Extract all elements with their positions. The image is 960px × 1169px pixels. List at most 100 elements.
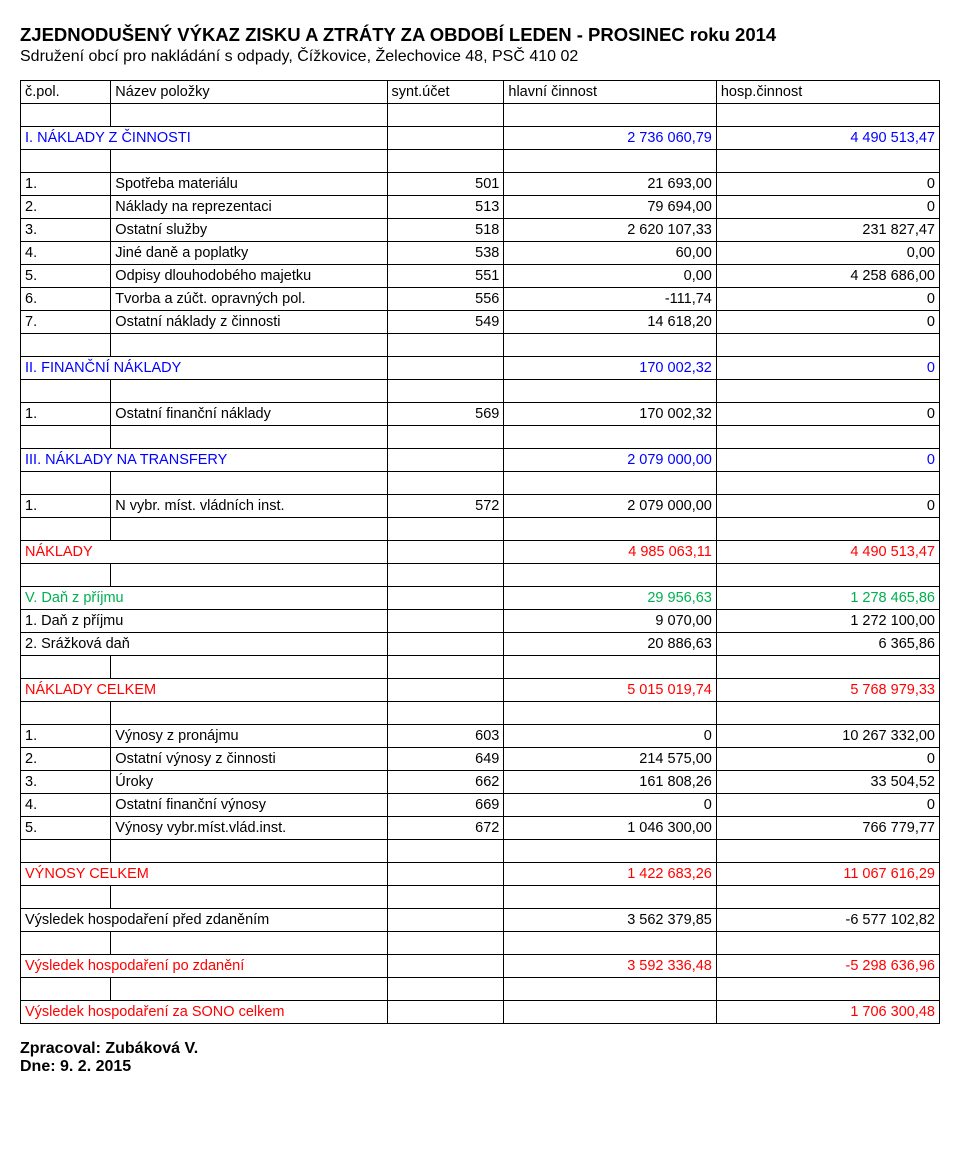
row-num: 4. xyxy=(21,242,111,265)
row-v5: 10 267 332,00 xyxy=(716,725,939,748)
row-label: N vybr. míst. vládních inst. xyxy=(111,495,387,518)
row-label: Jiné daně a poplatky xyxy=(111,242,387,265)
total-label: NÁKLADY xyxy=(21,541,388,564)
table-row: 1. Spotřeba materiálu 501 21 693,00 0 xyxy=(21,173,940,196)
total-label: VÝNOSY CELKEM xyxy=(21,863,388,886)
document-title: ZJEDNODUŠENÝ VÝKAZ ZISKU A ZTRÁTY ZA OBD… xyxy=(20,24,940,46)
row-label: Náklady na reprezentaci xyxy=(111,196,387,219)
section-code: II. xyxy=(25,360,37,376)
document-subtitle: Sdružení obcí pro nakládání s odpady, Čí… xyxy=(20,48,940,66)
table-row: 7. Ostatní náklady z činnosti 549 14 618… xyxy=(21,311,940,334)
header-col1: č.pol. xyxy=(21,81,111,104)
row-v4: 2 079 000,00 xyxy=(504,495,716,518)
empty-row xyxy=(21,702,940,725)
row-v4: 214 575,00 xyxy=(504,748,716,771)
empty-row xyxy=(21,426,940,449)
row-acc: 569 xyxy=(387,403,504,426)
section-v5: 0 xyxy=(716,449,939,472)
row-v5: 766 779,77 xyxy=(716,817,939,840)
table-row: 1. Výnosy z pronájmu 603 0 10 267 332,00 xyxy=(21,725,940,748)
header-row: č.pol. Název položky synt.účet hlavní či… xyxy=(21,81,940,104)
table-row: 2. Srážková daň 20 886,63 6 365,86 xyxy=(21,633,940,656)
result-label: Výsledek hospodaření po zdanění xyxy=(21,955,388,978)
table-row: 5. Odpisy dlouhodobého majetku 551 0,00 … xyxy=(21,265,940,288)
row-acc: 518 xyxy=(387,219,504,242)
section-code: III. xyxy=(25,452,41,468)
empty-row xyxy=(21,656,940,679)
section-v4: 2 736 060,79 xyxy=(504,127,716,150)
row-num: 2. xyxy=(21,748,111,771)
row-num: 7. xyxy=(21,311,111,334)
row-label: Výnosy vybr.míst.vlád.inst. xyxy=(111,817,387,840)
row-acc: 556 xyxy=(387,288,504,311)
section-label: NÁKLADY NA TRANSFERY xyxy=(45,452,227,468)
table-row: 3. Ostatní služby 518 2 620 107,33 231 8… xyxy=(21,219,940,242)
row-label: Ostatní náklady z činnosti xyxy=(111,311,387,334)
row-num: 1. xyxy=(21,403,111,426)
row-label: Úroky xyxy=(111,771,387,794)
row-v4: -111,74 xyxy=(504,288,716,311)
row-v4: 20 886,63 xyxy=(504,633,716,656)
footer-author: Zpracoval: Zubáková V. xyxy=(20,1040,940,1058)
row-v4: 79 694,00 xyxy=(504,196,716,219)
empty-row xyxy=(21,472,940,495)
empty-row xyxy=(21,518,940,541)
total-v5: 11 067 616,29 xyxy=(716,863,939,886)
total-v5: 5 768 979,33 xyxy=(716,679,939,702)
empty-row xyxy=(21,886,940,909)
result-label: Výsledek hospodaření před zdaněním xyxy=(21,909,388,932)
result-v5: -5 298 636,96 xyxy=(716,955,939,978)
footer-date: Dne: 9. 2. 2015 xyxy=(20,1058,940,1076)
total-row: NÁKLADY CELKEM 5 015 019,74 5 768 979,33 xyxy=(21,679,940,702)
row-v4: 60,00 xyxy=(504,242,716,265)
result-v4: 3 562 379,85 xyxy=(504,909,716,932)
table-row: 3. Úroky 662 161 808,26 33 504,52 xyxy=(21,771,940,794)
row-v5: 1 272 100,00 xyxy=(716,610,939,633)
section-code: V. xyxy=(25,590,37,606)
total-row: VÝNOSY CELKEM 1 422 683,26 11 067 616,29 xyxy=(21,863,940,886)
row-v5: 0 xyxy=(716,748,939,771)
row-v5: 6 365,86 xyxy=(716,633,939,656)
row-v4: 0 xyxy=(504,725,716,748)
table-row: 4. Ostatní finanční výnosy 669 0 0 xyxy=(21,794,940,817)
table-row: 6. Tvorba a zúčt. opravných pol. 556 -11… xyxy=(21,288,940,311)
row-acc: 669 xyxy=(387,794,504,817)
empty-row xyxy=(21,932,940,955)
row-num: 1. xyxy=(25,613,37,629)
header-col5: hosp.činnost xyxy=(716,81,939,104)
income-statement-table: č.pol. Název položky synt.účet hlavní či… xyxy=(20,80,940,1024)
row-v5: 33 504,52 xyxy=(716,771,939,794)
result-label: Výsledek hospodaření za SONO celkem xyxy=(21,1001,388,1024)
table-row: 1. N vybr. míst. vládních inst. 572 2 07… xyxy=(21,495,940,518)
row-v5: 0 xyxy=(716,196,939,219)
row-v5: 0 xyxy=(716,794,939,817)
row-v4: 9 070,00 xyxy=(504,610,716,633)
section-label: NÁKLADY Z ČINNOSTI xyxy=(37,130,191,146)
header-col2: Název položky xyxy=(111,81,387,104)
row-v5: 0 xyxy=(716,288,939,311)
row-label: Ostatní výnosy z činnosti xyxy=(111,748,387,771)
table-row: 2. Ostatní výnosy z činnosti 649 214 575… xyxy=(21,748,940,771)
section-row: II. FINANČNÍ NÁKLADY 170 002,32 0 xyxy=(21,357,940,380)
header-col4: hlavní činnost xyxy=(504,81,716,104)
table-row: 1. Ostatní finanční náklady 569 170 002,… xyxy=(21,403,940,426)
row-v5: 0 xyxy=(716,403,939,426)
row-num: 3. xyxy=(21,219,111,242)
row-num: 2. xyxy=(25,636,37,652)
section-row: I. NÁKLADY Z ČINNOSTI 2 736 060,79 4 490… xyxy=(21,127,940,150)
total-v4: 4 985 063,11 xyxy=(504,541,716,564)
empty-row xyxy=(21,380,940,403)
row-v4: 170 002,32 xyxy=(504,403,716,426)
row-label: Ostatní finanční výnosy xyxy=(111,794,387,817)
row-v5: 4 258 686,00 xyxy=(716,265,939,288)
row-acc: 513 xyxy=(387,196,504,219)
row-label: Tvorba a zúčt. opravných pol. xyxy=(111,288,387,311)
row-acc: 501 xyxy=(387,173,504,196)
section-v5: 0 xyxy=(716,357,939,380)
section-v4: 2 079 000,00 xyxy=(504,449,716,472)
row-label: Odpisy dlouhodobého majetku xyxy=(111,265,387,288)
row-v5: 0,00 xyxy=(716,242,939,265)
row-num: 1. xyxy=(21,173,111,196)
row-label: Srážková daň xyxy=(41,636,130,652)
row-v5: 0 xyxy=(716,173,939,196)
